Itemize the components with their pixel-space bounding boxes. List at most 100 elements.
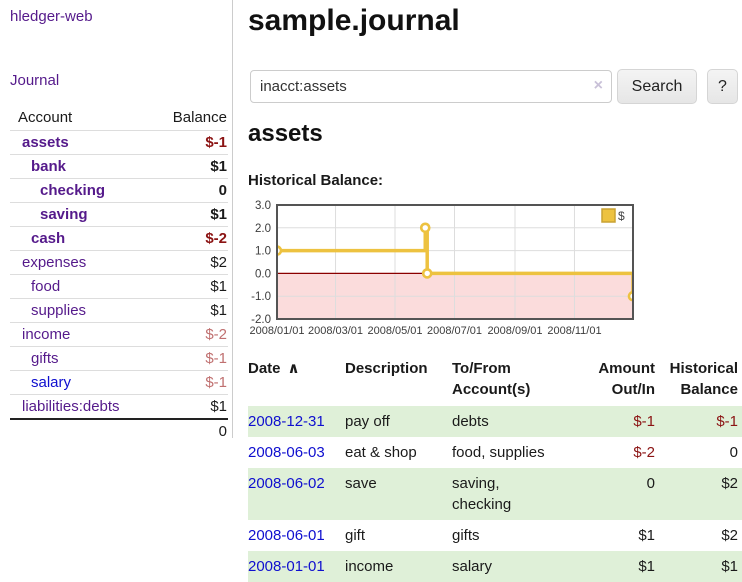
account-row: liabilities:debts $1 bbox=[10, 394, 228, 419]
plot-border bbox=[276, 204, 634, 320]
transaction-date-link[interactable]: 2008-06-01 bbox=[248, 527, 325, 544]
x-axis-tick-label: 2008/05/01 bbox=[367, 325, 422, 337]
transaction-date-link[interactable]: 2008-06-03 bbox=[248, 444, 325, 461]
x-axis-tick-label: 2008/03/01 bbox=[308, 325, 363, 337]
accounts-table: Account Balance assets $-1 bank $1 checking 0… bbox=[10, 106, 228, 443]
account-row: income $-2 bbox=[10, 322, 228, 347]
transaction-row: 2008-06-01 gift gifts $1 $2 bbox=[248, 520, 742, 551]
x-axis-tick-label: 2008/11/01 bbox=[547, 325, 601, 337]
transaction-date-link[interactable]: 2008-12-31 bbox=[248, 413, 325, 430]
register-column-header: Amount Out/In bbox=[598, 360, 655, 398]
transaction-description: eat & shop bbox=[345, 444, 417, 461]
account-link-salary[interactable]: salary bbox=[31, 374, 72, 391]
x-axis-tick-label: 2008/09/01 bbox=[487, 325, 542, 337]
search-form: × Search ? bbox=[248, 69, 742, 105]
transaction-date-link[interactable]: 2008-01-01 bbox=[248, 558, 325, 575]
account-link-checking[interactable]: checking bbox=[40, 182, 106, 199]
account-balance: $1 bbox=[148, 154, 228, 179]
account-balance: $-1 bbox=[148, 370, 228, 395]
transaction-balance: $2 bbox=[721, 527, 738, 544]
y-axis-tick-label: 2.0 bbox=[255, 223, 271, 235]
app-brand-link[interactable]: hledger-web bbox=[10, 8, 93, 25]
account-balance: $-1 bbox=[148, 130, 228, 155]
transaction-balance: 0 bbox=[729, 444, 738, 461]
account-row: cash $-2 bbox=[10, 226, 228, 251]
y-axis-tick-label: 1.0 bbox=[255, 246, 271, 258]
page-title: sample.journal bbox=[248, 4, 460, 37]
account-balance: $-2 bbox=[148, 226, 228, 251]
historical-balance-chart: $3.0 2.0 1.0 0.0 -1.0 -2.0 2008/01/01 2008/03/0… bbox=[248, 197, 742, 342]
account-link-liabilities-debts[interactable]: liabilities:debts bbox=[22, 398, 120, 415]
transaction-date-link[interactable]: 2008-06-02 bbox=[248, 475, 325, 492]
account-balance: $2 bbox=[148, 250, 228, 275]
sort-ascending-icon: ∧ bbox=[287, 360, 300, 377]
transaction-description: pay off bbox=[345, 413, 390, 430]
account-row: checking 0 bbox=[10, 178, 228, 203]
transaction-accounts: debts bbox=[452, 413, 489, 430]
transaction-description: income bbox=[345, 558, 394, 575]
accounts-header-balance: Balance bbox=[172, 109, 227, 126]
transaction-description: gift bbox=[345, 527, 366, 544]
transaction-amount: 0 bbox=[646, 475, 655, 492]
sidebar: hledger-web Journal Account Balance asse… bbox=[0, 0, 233, 443]
y-axis-tick-label: -2.0 bbox=[251, 314, 271, 326]
account-link-income[interactable]: income bbox=[22, 326, 71, 343]
account-row: bank $1 bbox=[10, 154, 228, 179]
data-point-marker bbox=[421, 268, 433, 279]
transaction-amount: $-2 bbox=[633, 444, 655, 461]
accounts-header-account: Account bbox=[18, 109, 73, 126]
transaction-accounts: gifts bbox=[452, 527, 480, 544]
transaction-row: 2008-06-03 eat & shop food, supplies $-2 0 bbox=[248, 437, 742, 468]
search-help-button[interactable]: ? bbox=[707, 69, 738, 104]
account-balance: $-2 bbox=[148, 322, 228, 347]
search-button[interactable]: Search bbox=[617, 69, 697, 104]
account-balance: $1 bbox=[148, 202, 228, 227]
accounts-total-row: 0 bbox=[10, 418, 228, 443]
transaction-row: 2008-06-02 save saving, checking 0 $2 bbox=[248, 468, 742, 520]
account-row: expenses $2 bbox=[10, 250, 228, 275]
account-row: salary $-1 bbox=[10, 370, 228, 395]
register-column-header: Date ∧ bbox=[248, 360, 300, 377]
clear-search-icon[interactable]: × bbox=[593, 77, 603, 94]
sidebar-item-journal[interactable]: Journal bbox=[10, 72, 60, 89]
account-balance: $1 bbox=[148, 394, 228, 419]
register-column-header: Description bbox=[345, 360, 428, 377]
accounts-header-row: Account Balance bbox=[10, 106, 228, 131]
account-row: supplies $1 bbox=[10, 298, 228, 323]
accounts-total-value: 0 bbox=[148, 418, 228, 443]
register-column-header: Historical Balance bbox=[669, 360, 738, 398]
account-link-cash[interactable]: cash bbox=[31, 230, 66, 247]
transaction-amount: $-1 bbox=[633, 413, 655, 430]
chart-title-label: Historical Balance: bbox=[248, 172, 384, 189]
account-row: food $1 bbox=[10, 274, 228, 299]
search-input[interactable] bbox=[250, 70, 612, 103]
x-axis-tick-label: 2008/07/01 bbox=[427, 325, 482, 337]
transaction-balance: $2 bbox=[721, 475, 738, 492]
transaction-balance: $-1 bbox=[716, 413, 738, 430]
transaction-balance: $1 bbox=[721, 558, 738, 575]
transaction-amount: $1 bbox=[638, 558, 655, 575]
account-link-gifts[interactable]: gifts bbox=[31, 350, 59, 367]
account-row: assets $-1 bbox=[10, 130, 228, 155]
account-link-food[interactable]: food bbox=[31, 278, 61, 295]
account-link-supplies[interactable]: supplies bbox=[31, 302, 87, 319]
account-row: saving $1 bbox=[10, 202, 228, 227]
legend-label: $ bbox=[618, 209, 625, 223]
account-link-bank[interactable]: bank bbox=[31, 158, 67, 175]
account-balance: $1 bbox=[148, 298, 228, 323]
y-axis-tick-label: 3.0 bbox=[255, 200, 271, 212]
account-balance: 0 bbox=[148, 178, 228, 203]
account-balance: $-1 bbox=[148, 346, 228, 371]
account-link-expenses[interactable]: expenses bbox=[22, 254, 87, 271]
account-link-assets[interactable]: assets bbox=[22, 134, 69, 151]
account-balance: $1 bbox=[148, 274, 228, 299]
transaction-accounts: salary bbox=[452, 558, 493, 575]
account-link-saving[interactable]: saving bbox=[40, 206, 88, 223]
transaction-amount: $1 bbox=[638, 527, 655, 544]
register-column-header: To/From Account(s) bbox=[452, 360, 531, 398]
data-point-marker bbox=[419, 222, 431, 234]
transaction-accounts: food, supplies bbox=[452, 444, 545, 461]
main-content: sample.journal × Search ? assets Histori… bbox=[248, 0, 742, 582]
account-heading: assets bbox=[248, 120, 323, 147]
